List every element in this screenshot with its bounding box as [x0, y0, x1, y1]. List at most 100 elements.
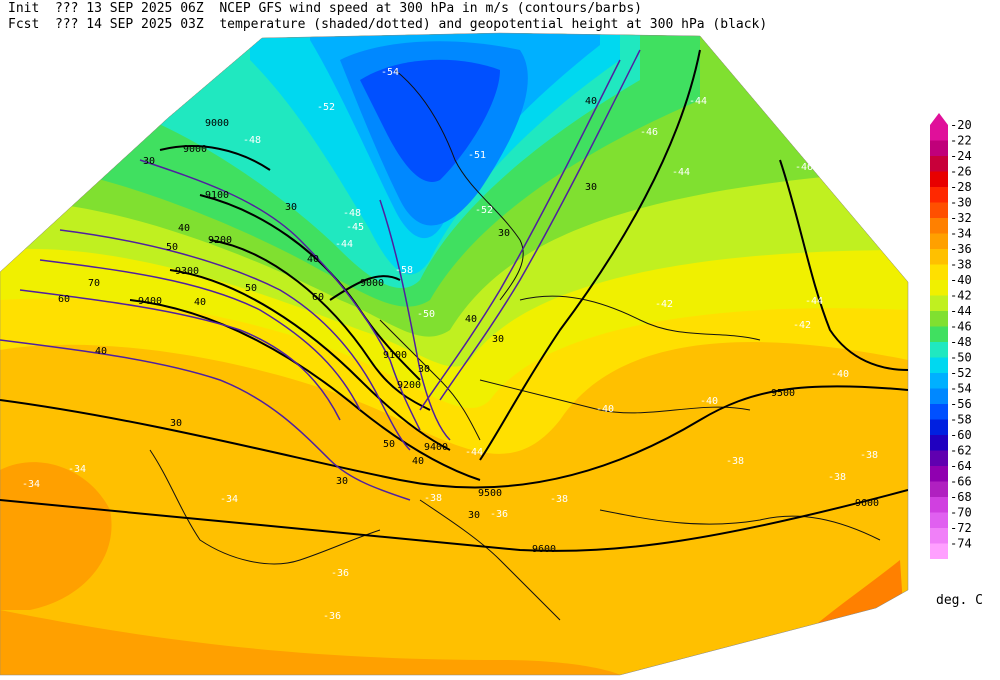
height-label: 9400 — [424, 442, 448, 453]
height-contour-labels: 9000 9000 9100 9200 9300 9400 9000 9100 … — [138, 118, 879, 555]
height-contour-9500 — [0, 385, 908, 489]
coastline-balkans — [599, 509, 881, 541]
wind-contour-jet-core-w — [379, 199, 451, 441]
colorbar-swatch — [930, 202, 948, 218]
wind-label: 70 — [88, 278, 100, 289]
height-contour-9400 — [129, 299, 481, 481]
wind-contour-jet-core-e — [419, 59, 621, 411]
wind-label: 50 — [383, 439, 395, 450]
wind-label: 30 — [498, 228, 510, 239]
colorbar-swatch — [930, 249, 948, 265]
colorbar-swatch — [930, 233, 948, 249]
colorbar-swatch — [930, 404, 948, 420]
colorbar-label: -20 — [950, 118, 972, 132]
border-central-europe — [479, 379, 751, 414]
height-contour-9000-c — [329, 275, 401, 301]
temp-label: -38 — [550, 494, 568, 505]
height-label: 9500 — [478, 488, 502, 499]
colorbar-swatch — [930, 435, 948, 451]
wind-contours — [0, 49, 641, 501]
wind-label: 30 — [468, 510, 480, 521]
colorbar-swatch — [930, 140, 948, 156]
height-contours — [0, 49, 908, 552]
temp-label: -50 — [417, 309, 435, 320]
colorbar-label: -22 — [950, 134, 972, 148]
temp-label: -34 — [22, 479, 40, 490]
title-temperature: temperature (shaded/dotted) and geopoten… — [219, 17, 768, 32]
height-contour-9300 — [169, 269, 451, 451]
temp-label: -36 — [490, 509, 508, 520]
temp-label: -40 — [831, 369, 849, 380]
colorbar-label: -26 — [950, 165, 972, 179]
wind-label: 30 — [492, 334, 504, 345]
temp-label: -42 — [655, 299, 673, 310]
colorbar-label: -72 — [950, 521, 972, 535]
height-contour-9600 — [0, 489, 908, 552]
colorbar-label: -74 — [950, 537, 972, 551]
height-label: 9200 — [397, 380, 421, 391]
height-label: 9000 — [360, 278, 384, 289]
temp-label: -36 — [331, 568, 349, 579]
temp-label: -44 — [805, 296, 823, 307]
temp-label: -36 — [323, 611, 341, 622]
wind-label: 50 — [166, 242, 178, 253]
height-label: 9100 — [383, 350, 407, 361]
temp-label: -38 — [726, 456, 744, 467]
border-east-europe — [519, 295, 761, 341]
colorbar-swatch — [930, 264, 948, 280]
colorbar-label: -70 — [950, 506, 972, 520]
temperature-labels: -54 -52 -48 -51 -52 -46 -44 -44 -48 -45 … — [22, 67, 878, 622]
colorbar-swatch — [930, 187, 948, 203]
temp-band-34-w — [0, 462, 112, 610]
fcst-value: ??? 14 SEP 2025 03Z — [54, 17, 204, 32]
colorbar-label: -54 — [950, 382, 972, 396]
colorbar-label: -36 — [950, 242, 972, 256]
colorbar-swatch — [930, 125, 948, 141]
colorbar-label: -50 — [950, 351, 972, 365]
height-label: 9300 — [175, 266, 199, 277]
colorbar-units: deg. C — [936, 593, 983, 608]
colorbar-label: -44 — [950, 304, 972, 318]
wind-label: 40 — [307, 254, 319, 265]
temp-label: -46 — [640, 127, 658, 138]
height-label: 9000 — [205, 118, 229, 129]
height-label: 9200 — [208, 235, 232, 246]
colorbar-swatch — [930, 388, 948, 404]
header-line-init: Init ??? 13 SEP 2025 06Z NCEP GFS wind s… — [8, 1, 642, 16]
coastline-iberia — [149, 449, 381, 565]
height-contour-trough-e — [479, 49, 701, 461]
wind-contour-jet-outer — [439, 49, 641, 401]
temp-label: -44 — [672, 167, 690, 178]
wind-label: 30 — [143, 156, 155, 167]
colorbar-swatch — [930, 450, 948, 466]
colorbar-label: -64 — [950, 459, 972, 473]
temp-label: -34 — [220, 494, 238, 505]
wind-contour-30-n — [139, 159, 421, 431]
temp-label: -42 — [793, 320, 811, 331]
coastline-italy — [419, 499, 561, 621]
wind-label: 40 — [194, 297, 206, 308]
fcst-label: Fcst — [8, 17, 40, 32]
colorbar-label: -42 — [950, 289, 972, 303]
colorbar-swatch — [930, 342, 948, 358]
colorbar-swatch — [930, 466, 948, 482]
colorbar-label: -58 — [950, 413, 972, 427]
colorbar-swatch — [930, 497, 948, 513]
height-label: 9600 — [532, 544, 556, 555]
colorbar-swatch — [930, 295, 948, 311]
temp-label: -54 — [381, 67, 399, 78]
colorbar-label: -28 — [950, 180, 972, 194]
temp-band-34-s — [0, 610, 625, 675]
wind-contour-50 — [39, 259, 361, 411]
wind-label: 30 — [585, 182, 597, 193]
colorbar-label: -56 — [950, 397, 972, 411]
header-line-fcst: Fcst ??? 14 SEP 2025 03Z temperature (sh… — [8, 17, 767, 32]
temp-label: -44 — [689, 96, 707, 107]
temp-band-56 — [360, 59, 500, 182]
temp-label: -40 — [700, 396, 718, 407]
colorbar-label: -52 — [950, 366, 972, 380]
wind-label: 50 — [245, 283, 257, 294]
colorbar-swatch — [930, 528, 948, 544]
height-label: 9000 — [183, 144, 207, 155]
temp-label: -38 — [424, 493, 442, 504]
